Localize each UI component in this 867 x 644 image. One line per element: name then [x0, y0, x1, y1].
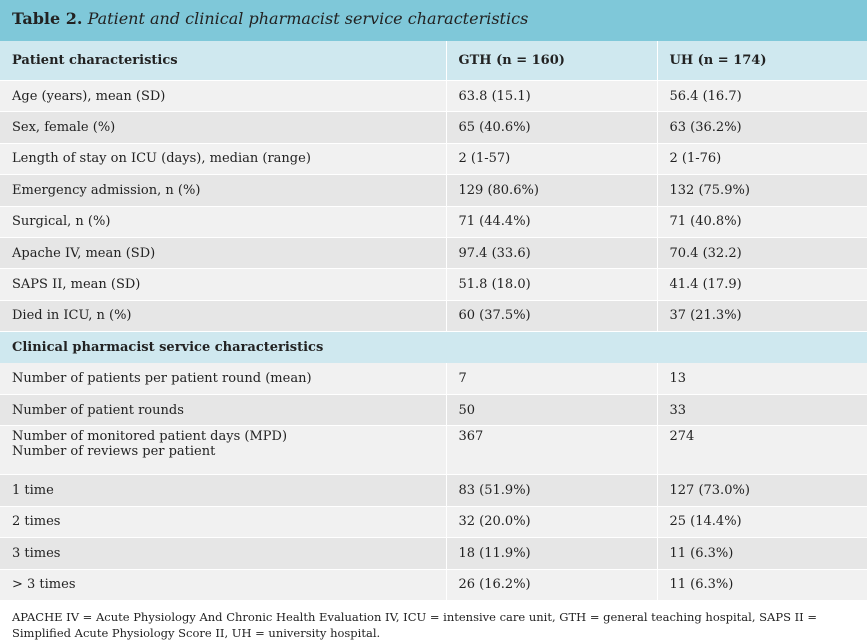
mpd-label: Number of monitored patient days (MPD): [12, 429, 288, 445]
gth-value: 71 (44.4%): [445, 206, 657, 238]
uh-value: 63 (36.2%): [656, 111, 867, 144]
row-label: Number of patient rounds: [0, 394, 446, 427]
table-row: Emergency admission, n (%) 129 (80.6%) 1…: [0, 174, 867, 207]
uh-value: 71 (40.8%): [656, 206, 867, 238]
header-row: Patient characteristics GTH (n = 160) UH…: [0, 41, 867, 81]
table-row: 3 times 18 (11.9%) 11 (6.3%): [0, 537, 867, 570]
gth-value: 97.4 (33.6): [445, 237, 657, 270]
table-row: Age (years), mean (SD) 63.8 (15.1) 56.4 …: [0, 80, 867, 113]
header-patient-characteristics: Patient characteristics: [0, 41, 446, 81]
caption-label: Table 2.: [12, 9, 83, 28]
row-label: 3 times: [0, 537, 446, 570]
row-label: Age (years), mean (SD): [0, 80, 446, 113]
uh-value: 25 (14.4%): [656, 506, 867, 539]
row-label: SAPS II, mean (SD): [0, 268, 446, 301]
table-row: Sex, female (%) 65 (40.6%) 63 (36.2%): [0, 111, 867, 144]
table-row: 1 time 83 (51.9%) 127 (73.0%): [0, 474, 867, 507]
gth-value: 367: [445, 425, 657, 476]
row-label: Surgical, n (%): [0, 206, 446, 238]
uh-value: 56.4 (16.7): [656, 80, 867, 113]
caption-title: Patient and clinical pharmacist service …: [87, 9, 529, 28]
table-row: Number of patients per patient round (me…: [0, 363, 867, 396]
table-row: Number of monitored patient days (MPD) N…: [0, 425, 867, 476]
row-label: 1 time: [0, 474, 446, 507]
row-label: Apache IV, mean (SD): [0, 237, 446, 270]
uh-value: 274: [656, 425, 867, 476]
table-row: 2 times 32 (20.0%) 25 (14.4%): [0, 506, 867, 539]
gth-value: 60 (37.5%): [445, 300, 657, 333]
row-label: Number of patients per patient round (me…: [0, 363, 446, 396]
uh-value: 127 (73.0%): [656, 474, 867, 507]
gth-value: 63.8 (15.1): [445, 80, 657, 113]
uh-value: 37 (21.3%): [656, 300, 867, 333]
table-row: Died in ICU, n (%) 60 (37.5%) 37 (21.3%): [0, 300, 867, 333]
table-row: Apache IV, mean (SD) 97.4 (33.6) 70.4 (3…: [0, 237, 867, 270]
uh-value: 132 (75.9%): [656, 174, 867, 207]
section-title: Clinical pharmacist service characterist…: [0, 331, 867, 364]
uh-value: 2 (1-76): [656, 143, 867, 176]
uh-value: 11 (6.3%): [656, 569, 867, 601]
gth-value: 51.8 (18.0): [445, 268, 657, 301]
table-footnote: APACHE IV = Acute Physiology And Chronic…: [0, 606, 867, 644]
gth-value: 50: [445, 394, 657, 427]
gth-value: 18 (11.9%): [445, 537, 657, 570]
header-uh: UH (n = 174): [656, 41, 867, 81]
gth-value: 65 (40.6%): [445, 111, 657, 144]
gth-value: 7: [445, 363, 657, 396]
table-row: SAPS II, mean (SD) 51.8 (18.0) 41.4 (17.…: [0, 268, 867, 301]
row-label: Length of stay on ICU (days), median (ra…: [0, 143, 446, 176]
table-row: Length of stay on ICU (days), median (ra…: [0, 143, 867, 176]
gth-value: 83 (51.9%): [445, 474, 657, 507]
row-label: Sex, female (%): [0, 111, 446, 144]
uh-value: 70.4 (32.2): [656, 237, 867, 270]
uh-value: 33: [656, 394, 867, 427]
header-gth: GTH (n = 160): [445, 41, 657, 81]
gth-value: 2 (1-57): [445, 143, 657, 176]
uh-value: 11 (6.3%): [656, 537, 867, 570]
table-row: > 3 times 26 (16.2%) 11 (6.3%): [0, 569, 867, 601]
uh-value: 41.4 (17.9): [656, 268, 867, 301]
reviews-label: Number of reviews per patient: [12, 444, 216, 460]
row-label: Emergency admission, n (%): [0, 174, 446, 207]
row-label: 2 times: [0, 506, 446, 539]
uh-value: 13: [656, 363, 867, 396]
row-label: Number of monitored patient days (MPD) N…: [0, 425, 446, 476]
table-caption: Table 2. Patient and clinical pharmacist…: [0, 0, 867, 41]
section-header-row: Clinical pharmacist service characterist…: [0, 331, 867, 364]
row-label: > 3 times: [0, 569, 446, 601]
gth-value: 129 (80.6%): [445, 174, 657, 207]
table-row: Number of patient rounds 50 33: [0, 394, 867, 427]
row-label: Died in ICU, n (%): [0, 300, 446, 333]
table-row: Surgical, n (%) 71 (44.4%) 71 (40.8%): [0, 206, 867, 238]
gth-value: 26 (16.2%): [445, 569, 657, 601]
gth-value: 32 (20.0%): [445, 506, 657, 539]
characteristics-table: Patient characteristics GTH (n = 160) UH…: [0, 41, 867, 601]
